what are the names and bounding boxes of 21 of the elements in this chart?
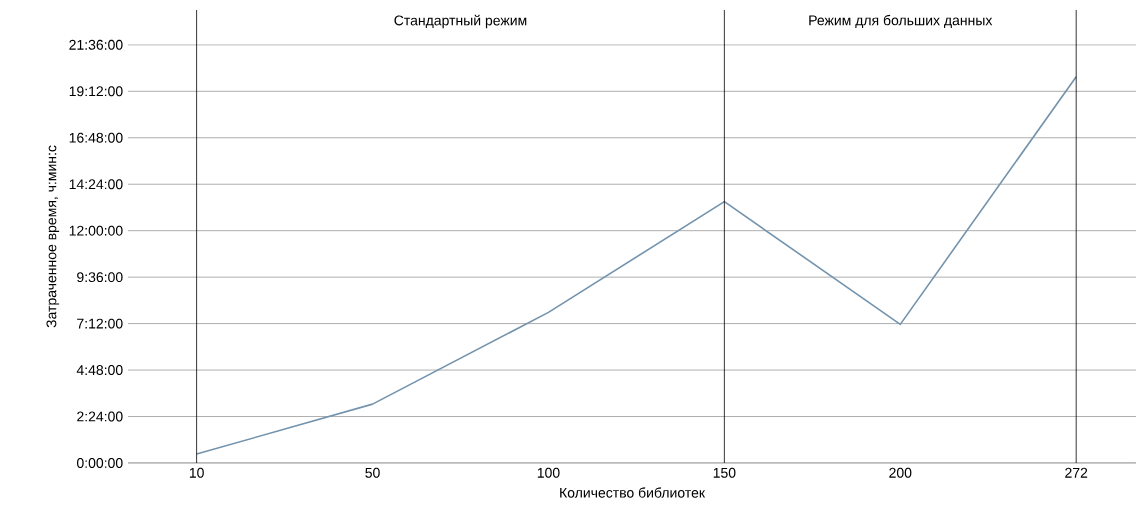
- x-tick-label: 50: [365, 467, 380, 478]
- annotation: Стандартный режим: [394, 14, 527, 29]
- y-tick-label: 4:48:00: [76, 365, 123, 376]
- x-tick-label: 272: [1065, 467, 1088, 478]
- y-tick-label: 9:36:00: [77, 272, 123, 283]
- y-tick-label: 21:36:00: [69, 39, 123, 50]
- y-tick-label: 12:00:00: [69, 225, 123, 236]
- x-tick-label: 100: [537, 467, 560, 478]
- y-axis-title: Затраченное время, ч:мин:с: [46, 145, 60, 328]
- annotation: Режим для больших данных: [809, 14, 993, 28]
- x-tick-label: 200: [889, 467, 912, 478]
- line-series: [195, 75, 1077, 455]
- y-tick-label: 0:00:00: [76, 458, 123, 468]
- x-tick-label: 150: [713, 467, 736, 478]
- y-tick-label: 7:12:00: [77, 318, 123, 329]
- x-tick-label: 10: [189, 467, 204, 478]
- y-tick-label: 19:12:00: [69, 86, 123, 97]
- y-tick-label: 14:24:00: [69, 179, 123, 190]
- y-tick-label: 16:48:00: [69, 132, 123, 143]
- y-tick-label: 2:24:00: [77, 411, 123, 422]
- x-axis-title: Количество библиотек: [560, 487, 706, 498]
